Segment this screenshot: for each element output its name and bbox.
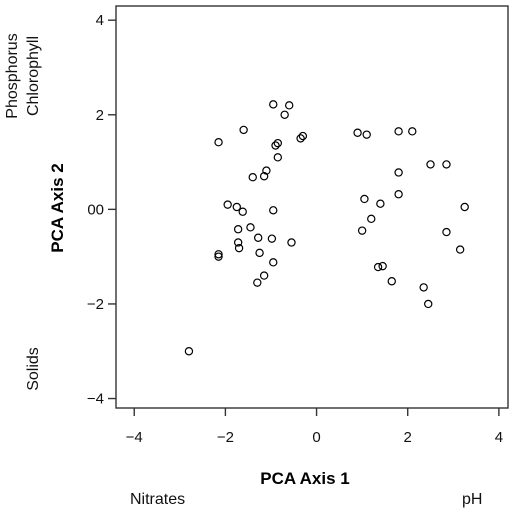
y-bottom-annotation: Solids xyxy=(25,347,42,391)
data-point xyxy=(239,125,248,135)
data-point xyxy=(234,243,244,253)
data-point xyxy=(273,138,283,148)
data-point xyxy=(233,225,243,234)
data-point xyxy=(378,261,387,271)
data-point xyxy=(267,234,277,243)
data-point xyxy=(259,172,269,181)
y-tick-label: 2 xyxy=(96,107,104,124)
data-point xyxy=(273,153,283,162)
plot-frame xyxy=(115,5,509,409)
data-point xyxy=(426,160,435,169)
data-point xyxy=(367,214,376,224)
data-point xyxy=(376,199,385,208)
x-left-annotation: Nitrates xyxy=(130,491,185,508)
data-point xyxy=(455,245,465,254)
data-point xyxy=(442,227,451,237)
data-point xyxy=(424,299,433,309)
data-point xyxy=(394,127,403,136)
data-point xyxy=(262,166,271,175)
data-point xyxy=(255,248,264,258)
data-point xyxy=(238,207,247,216)
y-top-annotation-line1: Phosphorus xyxy=(4,33,21,118)
data-points xyxy=(184,100,469,356)
data-point xyxy=(394,168,403,177)
data-point xyxy=(246,223,255,232)
data-point xyxy=(362,130,371,139)
x-tick-label: −4 xyxy=(126,429,143,446)
data-point xyxy=(285,101,294,110)
y-axis-title: PCA Axis 2 xyxy=(48,163,67,252)
data-point xyxy=(248,173,257,182)
data-point xyxy=(373,262,383,272)
data-point xyxy=(269,100,278,109)
data-point xyxy=(214,252,223,261)
data-point xyxy=(223,200,232,209)
y-top-annotation-line2: Chlorophyll xyxy=(25,36,42,116)
data-point xyxy=(298,131,308,141)
y-tick-label: 00 xyxy=(87,201,104,218)
x-tick-label: 0 xyxy=(312,429,320,446)
data-point xyxy=(394,190,403,199)
y-tick-label: 4 xyxy=(96,12,104,29)
data-point xyxy=(269,258,278,267)
data-point xyxy=(408,127,417,136)
data-point xyxy=(442,160,451,169)
data-point xyxy=(214,250,223,259)
data-point xyxy=(460,202,469,212)
data-point xyxy=(254,233,263,242)
x-tick-label: −2 xyxy=(217,429,234,446)
y-tick-label: −4 xyxy=(87,391,104,408)
x-tick-label: 4 xyxy=(495,429,503,446)
data-point xyxy=(253,278,262,287)
data-point xyxy=(280,110,289,119)
x-axis-title: PCA Axis 1 xyxy=(260,469,349,488)
axis-ticks: −4 −2 0 2 4 4 2 00 −2 −4 xyxy=(87,12,503,446)
data-point xyxy=(296,134,305,143)
data-point xyxy=(269,206,278,215)
x-right-annotation: pH xyxy=(462,491,482,508)
y-tick-label: −2 xyxy=(87,296,104,313)
data-point xyxy=(214,138,223,147)
data-point xyxy=(232,202,241,212)
x-tick-label: 2 xyxy=(404,429,412,446)
data-point xyxy=(184,347,194,356)
data-point xyxy=(360,194,369,204)
data-point xyxy=(287,238,296,247)
data-point xyxy=(357,226,367,235)
data-point xyxy=(419,283,428,292)
data-point xyxy=(233,238,243,247)
data-point xyxy=(259,271,269,280)
data-point xyxy=(271,141,280,150)
data-point xyxy=(353,128,362,137)
data-point xyxy=(387,277,396,286)
